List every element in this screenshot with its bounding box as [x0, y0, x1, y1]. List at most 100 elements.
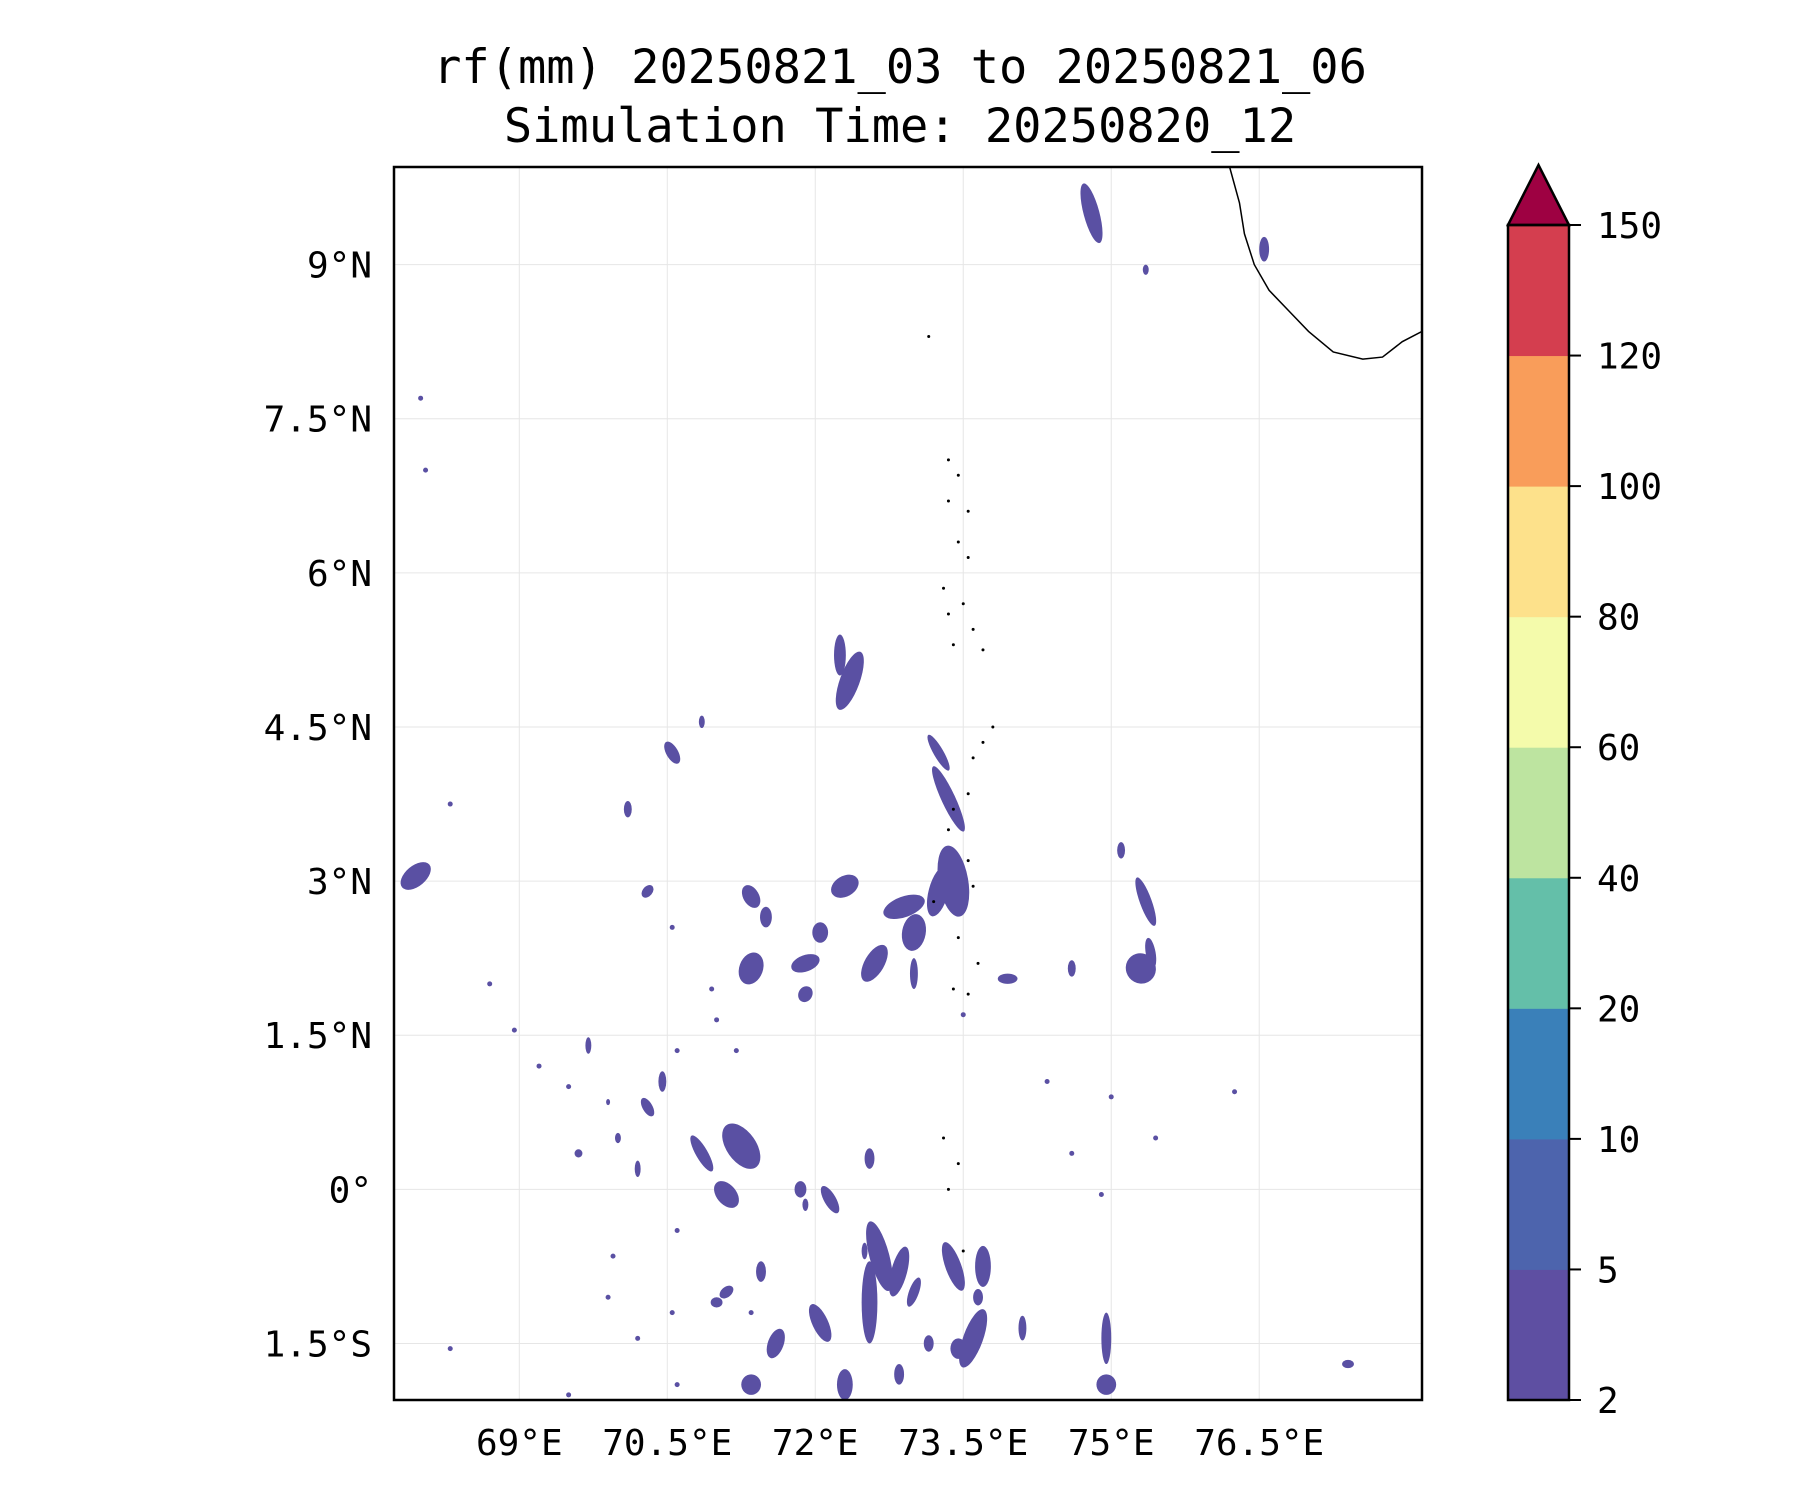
rain-speck [1108, 1094, 1114, 1100]
rain-patch [923, 1335, 934, 1352]
island-dot [976, 961, 980, 965]
rain-speck [566, 1084, 572, 1090]
island-dot [946, 458, 950, 462]
island-dot [951, 987, 955, 991]
rain-patch [1342, 1359, 1354, 1369]
island-dot [942, 1136, 946, 1140]
rain-speck [669, 1310, 675, 1316]
rain-patch [1142, 264, 1149, 275]
rain-patch [864, 1148, 875, 1169]
rain-patch [927, 734, 950, 771]
y-tick-label: 4.5°N [264, 708, 372, 749]
x-tick-label: 70.5°E [602, 1423, 732, 1464]
rain-patch [1135, 877, 1157, 926]
colorbar-band [1508, 1269, 1569, 1401]
rain-patch [585, 1037, 592, 1054]
rain-patch [640, 1097, 655, 1117]
island-dot [956, 540, 960, 544]
rain-patch [1096, 1374, 1117, 1395]
y-axis: 9°N 7.5°N 6°N 4.5°N 3°N 1.5°N 0° 1.5°S [264, 246, 372, 1366]
rain-patch [906, 1277, 921, 1307]
rain-patch [894, 1364, 905, 1385]
island-dot [956, 473, 960, 477]
island-dot [966, 859, 970, 863]
rain-patch [741, 885, 761, 908]
rain-patch [791, 954, 820, 973]
rain-patch [738, 952, 764, 985]
rain-patch [719, 1285, 734, 1299]
rain-patch [835, 651, 864, 710]
island-dot [942, 586, 946, 590]
rain-speck [536, 1063, 542, 1069]
rain-patch [1080, 183, 1103, 244]
rain-patch [614, 1132, 621, 1144]
y-tick-label: 3°N [307, 862, 372, 903]
rain-patch [690, 1135, 714, 1172]
rain-speck [669, 924, 675, 930]
rain-speck [418, 395, 424, 401]
island-dot [981, 740, 985, 744]
rain-patch [658, 1071, 667, 1092]
x-tick-label: 69°E [476, 1423, 563, 1464]
colorbar-band [1508, 877, 1569, 1009]
gridlines [394, 167, 1422, 1400]
rain-patch [760, 906, 772, 928]
rainfall-field [400, 183, 1354, 1400]
colorbar-band [1508, 1138, 1569, 1270]
colorbar-label: 40 [1597, 859, 1640, 900]
island-dot [946, 612, 950, 616]
rain-speck [635, 1335, 641, 1341]
rain-patch [1101, 1312, 1112, 1365]
rain-patch [798, 986, 813, 1003]
coastlines [927, 167, 1422, 1253]
rain-patch [973, 1289, 983, 1306]
map-frame [392, 165, 1424, 1402]
rain-speck [1232, 1089, 1238, 1095]
colorbar-band [1508, 355, 1569, 487]
island-dot [951, 643, 955, 647]
rain-patch [1067, 960, 1076, 977]
colorbar-band [1508, 1008, 1569, 1140]
colorbar-band [1508, 486, 1569, 618]
india-coastline [1228, 167, 1422, 360]
rain-patch [861, 1242, 868, 1260]
y-tick-label: 1.5°N [264, 1016, 372, 1057]
rain-patch [975, 1245, 991, 1287]
island-dot [966, 792, 970, 796]
title-line-2: Simulation Time: 20250820_12 [503, 99, 1297, 154]
colorbar-label: 60 [1597, 728, 1640, 769]
x-tick-label: 76.5°E [1194, 1423, 1324, 1464]
colorbar-label: 150 [1597, 206, 1662, 247]
y-tick-label: 6°N [307, 554, 372, 595]
colorbar-band [1508, 747, 1569, 879]
rain-speck [1098, 1192, 1104, 1197]
rain-patch [1018, 1315, 1027, 1341]
rain-speck [447, 1346, 453, 1352]
rain-patch [831, 874, 859, 898]
rain-patch [802, 1198, 809, 1211]
x-tick-label: 72°E [772, 1423, 859, 1464]
rain-patch [932, 766, 965, 832]
rain-patch [808, 1304, 832, 1342]
island-dot [971, 627, 975, 631]
rain-patch [698, 715, 705, 729]
colorbar-label: 100 [1597, 467, 1662, 508]
rain-patch [1125, 953, 1156, 984]
rain-patch [794, 1181, 807, 1198]
island-dot [991, 725, 995, 729]
rain-patch [634, 1160, 641, 1178]
colorbar-frame [1506, 223, 1571, 1402]
colorbar-band [1508, 225, 1569, 357]
title-line-1: rf(mm) 20250821_03 to 20250821_06 [433, 40, 1367, 95]
rain-patch [861, 944, 888, 982]
colorbar-label: 5 [1597, 1250, 1619, 1291]
rain-speck [674, 1382, 680, 1388]
rain-patch [641, 885, 654, 898]
colorbar-band [1508, 616, 1569, 748]
rain-speck [674, 1048, 680, 1054]
rain-patch [574, 1149, 583, 1158]
rain-patch [866, 1221, 893, 1291]
island-dot [966, 555, 970, 559]
